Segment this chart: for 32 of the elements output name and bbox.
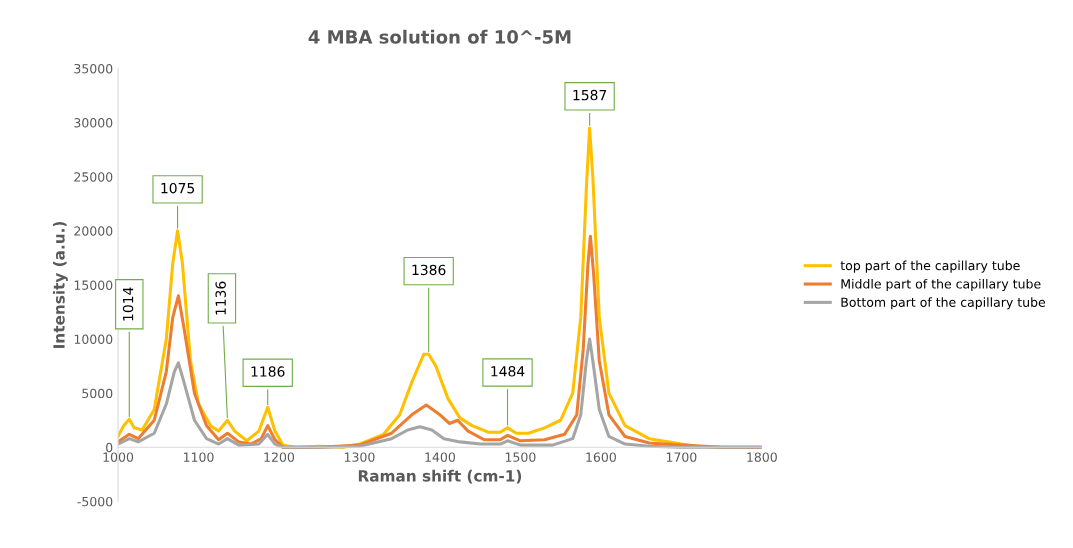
y-tick-label: 10000 xyxy=(74,334,113,344)
x-tick-label: 1700 xyxy=(666,452,697,462)
annotation: 1587 xyxy=(573,89,607,101)
x-tick-label: 1800 xyxy=(747,452,777,462)
legend-label: Middle part of the capillary tube xyxy=(841,278,1041,292)
y-tick-label: 5000 xyxy=(82,388,113,399)
y-tick-label: 35000 xyxy=(74,63,113,74)
x-tick-label: 1400 xyxy=(425,452,456,462)
y-tick-label: 15000 xyxy=(74,280,113,290)
x-tick-label: 1500 xyxy=(505,452,536,462)
annotation: 1014 xyxy=(122,287,134,321)
legend-label: Bottom part of the capillary tube xyxy=(841,297,1046,310)
y-tick-label: 20000 xyxy=(74,226,113,236)
x-axis-title: Raman shift (cm-1) xyxy=(358,469,522,484)
y-tick-label: -5000 xyxy=(77,496,113,507)
x-tick-label: 1000 xyxy=(103,452,134,462)
annotation: 1186 xyxy=(251,366,285,377)
legend-label: top part of the capillary tube xyxy=(840,260,1020,273)
x-tick-label: 1100 xyxy=(183,452,214,462)
annotation: 1484 xyxy=(491,366,525,377)
annotation: 1136 xyxy=(215,281,226,315)
y-axis-title: Intensity (a.u.) xyxy=(52,221,68,348)
y-tick-label: 0 xyxy=(106,442,113,453)
chart-title: 4 MBA solution of 10^-5M xyxy=(308,29,571,44)
x-tick-label: 1200 xyxy=(264,452,295,462)
y-tick-label: 25000 xyxy=(74,172,113,182)
x-tick-label: 1600 xyxy=(586,452,616,462)
y-tick-label: 30000 xyxy=(74,118,113,128)
x-tick-label: 1300 xyxy=(344,452,375,462)
line-series xyxy=(118,337,762,449)
annotation: 1075 xyxy=(161,182,195,194)
annotation: 1386 xyxy=(412,264,446,276)
